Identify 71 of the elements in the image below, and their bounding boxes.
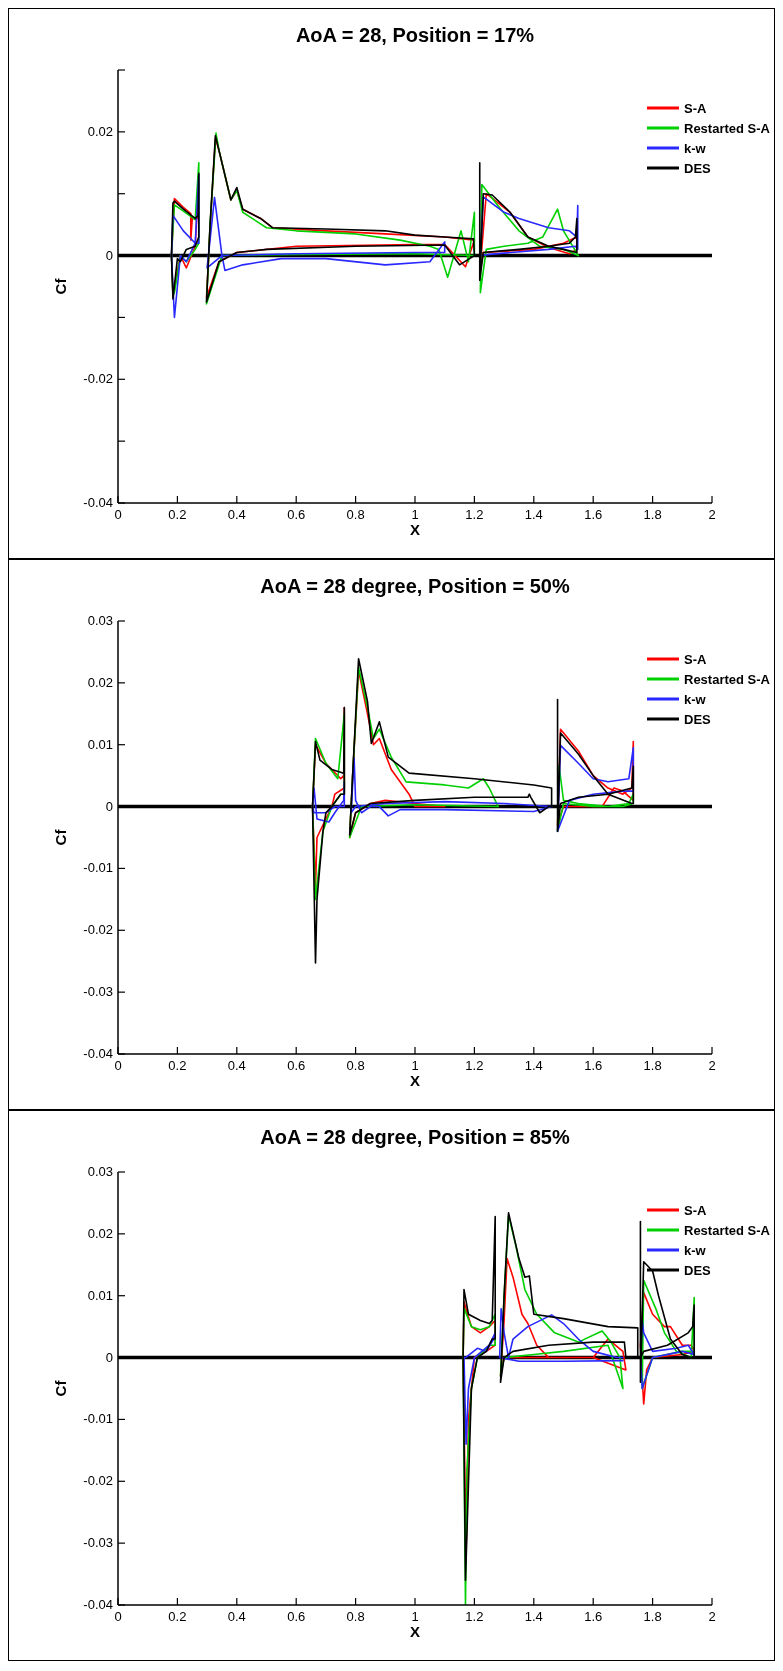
legend-label: DES (684, 161, 712, 176)
y-tick-label: -0.04 (83, 1597, 113, 1612)
y-axis-title: Cf (52, 828, 69, 846)
x-tick-label: 1.8 (643, 507, 662, 522)
y-tick-label: -0.01 (83, 860, 113, 876)
x-tick-label: 0.6 (287, 1609, 306, 1624)
x-tick-label: 0.2 (168, 1058, 187, 1073)
x-tick-label: 1.6 (584, 1609, 603, 1624)
x-tick-label: 2 (708, 507, 716, 522)
x-tick-label: 0.6 (287, 507, 306, 522)
y-axis-title: Cf (52, 277, 69, 295)
x-tick-label: 1.8 (643, 1609, 662, 1624)
y-tick-label: -0.04 (83, 495, 113, 510)
y-tick-label: 0.02 (87, 123, 113, 139)
y-tick-label: 0.01 (87, 736, 113, 752)
x-tick-label: 1.4 (524, 1058, 543, 1073)
x-tick-label: 1 (411, 1058, 419, 1073)
x-tick-label: 1.8 (643, 1058, 662, 1073)
x-tick-label: 0.2 (168, 1609, 187, 1624)
y-tick-label: 0 (105, 798, 113, 814)
x-tick-label: 0.6 (287, 1058, 306, 1073)
y-tick-label: 0 (105, 1349, 113, 1365)
x-tick-label: 0.8 (346, 1058, 365, 1073)
y-tick-label: -0.01 (83, 1411, 113, 1427)
y-tick-label: 0.03 (87, 613, 113, 628)
legend-label: S-A (684, 1203, 707, 1218)
x-tick-label: 0.8 (346, 1609, 365, 1624)
legend-label: S-A (684, 652, 707, 667)
legend-label: S-A (684, 101, 707, 116)
legend-label: DES (684, 1263, 712, 1278)
y-tick-label: 0.02 (87, 674, 113, 690)
x-tick-label: 1.6 (584, 507, 603, 522)
y-tick-label: -0.02 (83, 371, 113, 387)
legend-label: k-w (684, 1243, 707, 1258)
x-tick-label: 1 (411, 507, 419, 522)
legend-label: Restarted S-A (684, 121, 771, 136)
x-tick-label: 1.4 (524, 507, 543, 522)
y-tick-label: 0 (105, 247, 113, 263)
x-tick-label: 2 (708, 1058, 716, 1073)
chart-title: AoA = 28, Position = 17% (295, 24, 535, 46)
x-tick-label: 0.4 (227, 507, 246, 522)
x-tick-label: 1.2 (465, 507, 484, 522)
legend-label: k-w (684, 141, 707, 156)
x-tick-label: 1.2 (465, 1058, 484, 1073)
y-tick-label: -0.02 (83, 1473, 113, 1489)
y-tick-label: 0.02 (87, 1225, 113, 1241)
x-tick-label: 2 (708, 1609, 716, 1624)
legend-label: Restarted S-A (684, 672, 771, 687)
x-tick-label: 1.4 (524, 1609, 543, 1624)
chart-title: AoA = 28 degree, Position = 85% (260, 1126, 570, 1148)
x-axis-title: X (409, 521, 421, 538)
x-tick-label: 1 (411, 1609, 419, 1624)
x-axis-title: X (409, 1072, 421, 1089)
x-axis-title: X (409, 1623, 421, 1640)
y-tick-label: 0.03 (87, 1164, 113, 1179)
x-tick-label: 0.2 (168, 507, 187, 522)
x-tick-label: 0.4 (227, 1609, 246, 1624)
x-tick-label: 0.4 (227, 1058, 246, 1073)
legend-label: k-w (684, 692, 707, 707)
y-axis-title: Cf (52, 1379, 69, 1397)
chart-title: AoA = 28 degree, Position = 50% (260, 575, 570, 597)
x-tick-label: 0.8 (346, 507, 365, 522)
y-tick-label: -0.04 (83, 1046, 113, 1061)
legend-label: DES (684, 712, 712, 727)
x-tick-label: 1.2 (465, 1609, 484, 1624)
y-tick-label: -0.03 (83, 984, 113, 1000)
y-tick-label: -0.02 (83, 922, 113, 938)
y-tick-label: 0.01 (87, 1287, 113, 1303)
x-tick-label: 1.6 (584, 1058, 603, 1073)
y-tick-label: -0.03 (83, 1535, 113, 1551)
legend-label: Restarted S-A (684, 1223, 771, 1238)
